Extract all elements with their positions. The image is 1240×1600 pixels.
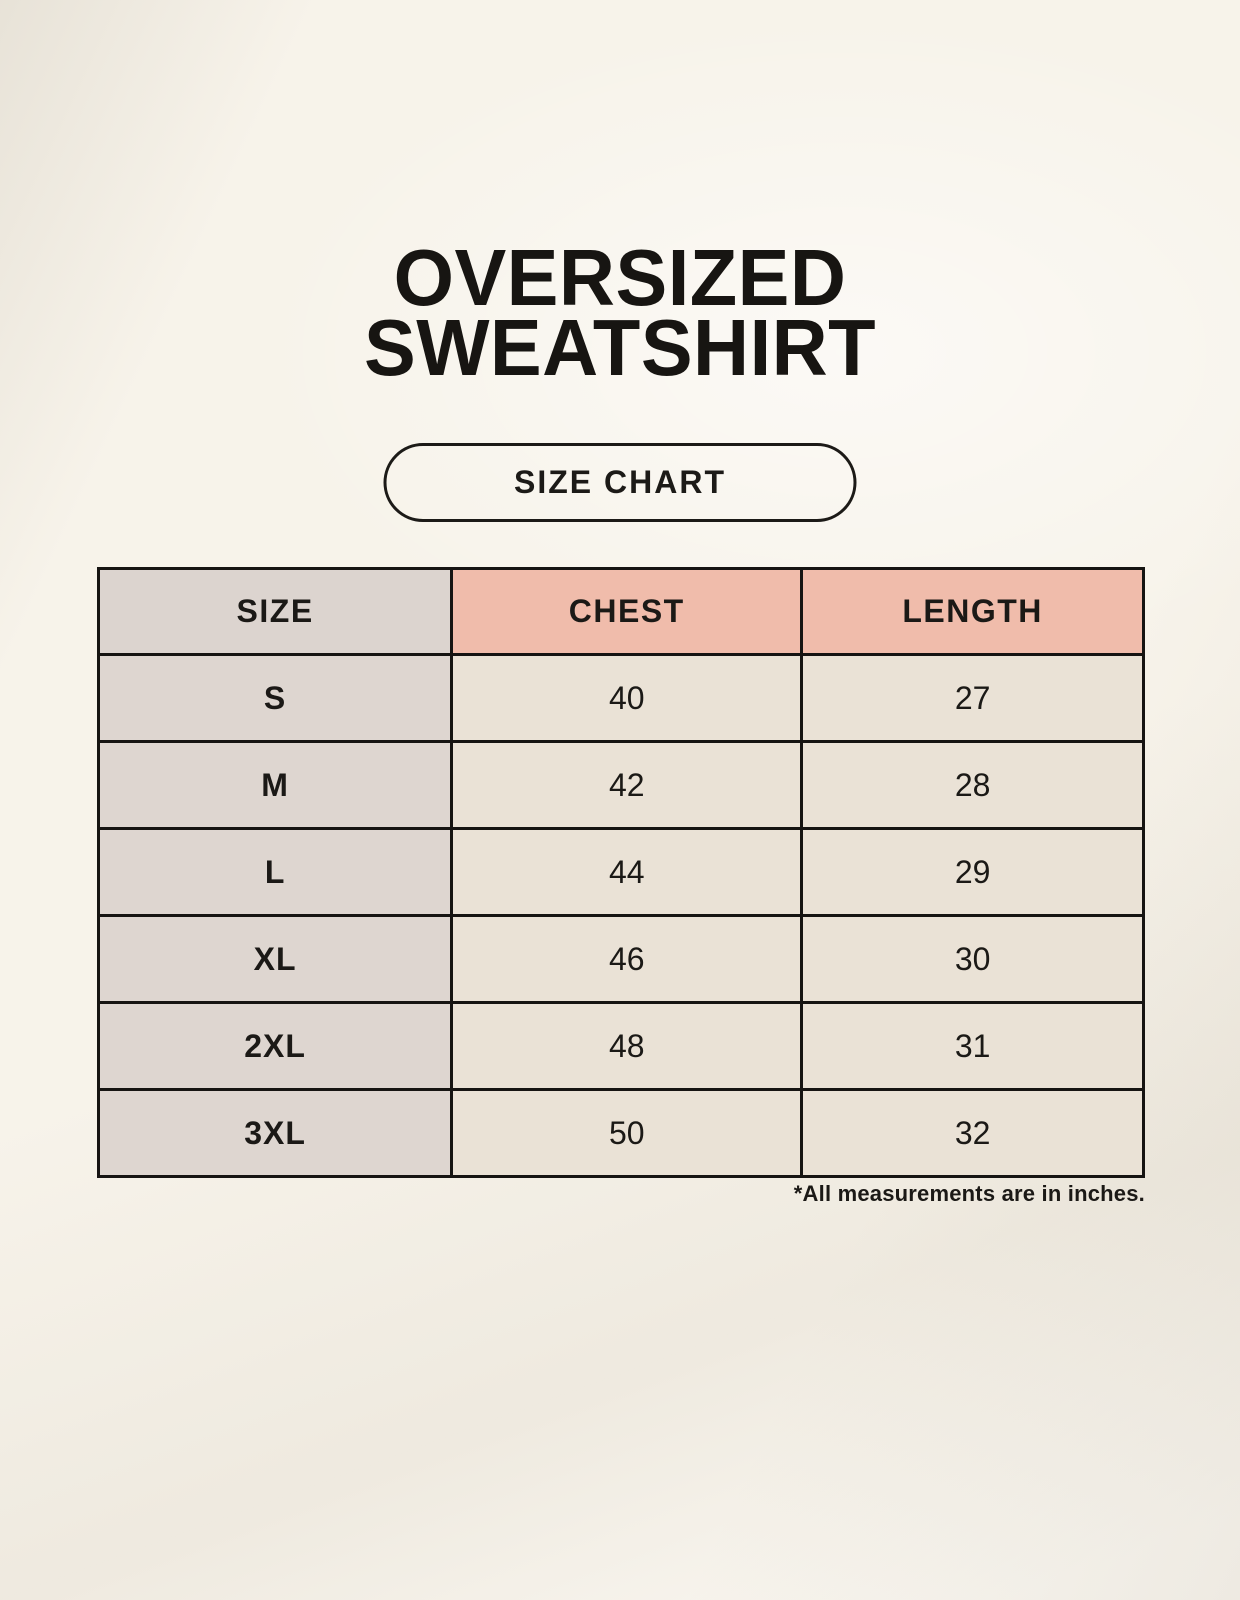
header-row: SIZE CHEST LENGTH bbox=[96, 567, 1145, 656]
table-row-3xl: 3XL 50 32 bbox=[96, 1088, 1145, 1178]
length-cell: 28 bbox=[800, 740, 1145, 830]
size-chart-table-container: SIZE CHEST LENGTH S 40 27 M 42 28 L 44 2… bbox=[96, 567, 1145, 1178]
size-cell: 3XL bbox=[96, 1088, 454, 1178]
length-cell: 31 bbox=[800, 1001, 1145, 1091]
chest-cell: 48 bbox=[450, 1001, 804, 1091]
chest-cell: 40 bbox=[450, 653, 804, 743]
size-cell: M bbox=[96, 740, 454, 830]
table-row-l: L 44 29 bbox=[96, 827, 1145, 917]
column-header-size: SIZE bbox=[96, 567, 454, 656]
page-title: OVERSIZED SWEATSHIRT bbox=[19, 233, 1222, 392]
length-cell: 30 bbox=[800, 914, 1145, 1004]
chest-cell: 46 bbox=[450, 914, 804, 1004]
length-cell: 32 bbox=[800, 1088, 1145, 1178]
chest-cell: 50 bbox=[450, 1088, 804, 1178]
size-cell: XL bbox=[96, 914, 454, 1004]
page-title-line1: OVERSIZED bbox=[393, 233, 847, 322]
size-cell: 2XL bbox=[96, 1001, 454, 1091]
table-row-xl: XL 46 30 bbox=[96, 914, 1145, 1004]
column-header-length: LENGTH bbox=[800, 567, 1145, 656]
table-row-m: M 42 28 bbox=[96, 740, 1145, 830]
size-chart-button[interactable]: SIZE CHART bbox=[383, 443, 857, 522]
size-chart-table: SIZE CHEST LENGTH S 40 27 M 42 28 L 44 2… bbox=[96, 567, 1145, 1178]
size-cell: L bbox=[96, 827, 454, 917]
table-row-2xl: 2XL 48 31 bbox=[96, 1001, 1145, 1091]
column-header-chest: CHEST bbox=[450, 567, 804, 656]
table-row-s: S 40 27 bbox=[96, 653, 1145, 743]
length-cell: 29 bbox=[800, 827, 1145, 917]
chest-cell: 42 bbox=[450, 740, 804, 830]
chest-cell: 44 bbox=[450, 827, 804, 917]
size-chart-button-label: SIZE CHART bbox=[514, 464, 726, 500]
size-cell: S bbox=[96, 653, 454, 743]
length-cell: 27 bbox=[800, 653, 1145, 743]
page-title-line2: SWEATSHIRT bbox=[363, 303, 877, 392]
measurements-footnote: *All measurements are in inches. bbox=[793, 1181, 1145, 1206]
